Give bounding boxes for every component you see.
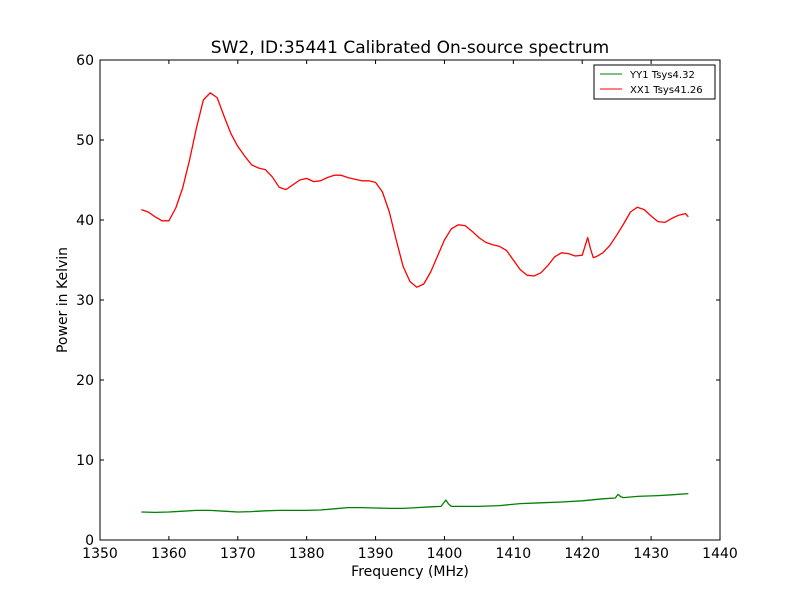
y-axis-label: Power in Kelvin [55,247,71,353]
x-tick-label: 1430 [633,546,669,562]
x-tick-label: 1400 [427,546,463,562]
y-tick-label: 50 [76,133,94,149]
x-tick-label: 1370 [220,546,256,562]
y-tick-label: 10 [76,453,94,469]
legend-label-yy1: YY1 Tsys4.32 [629,70,695,81]
series-line-yy1 [141,492,689,514]
chart-title: SW2, ID:35441 Calibrated On-source spect… [211,38,609,58]
x-tick-label: 1390 [358,546,394,562]
series-line-xx1 [141,92,689,288]
x-tick-label: 1380 [289,546,325,562]
y-tick-label: 30 [76,293,94,309]
y-tick-label: 20 [76,373,94,389]
legend-box [593,64,716,100]
axis-ticks: 1350 1360 1370 1380 1390 1400 1410 1420 1430 1440… [76,53,738,562]
x-axis-label: Frequency (MHz) [351,564,469,580]
x-tick-label: 1410 [496,546,532,562]
y-tick-label: 0 [85,533,94,549]
legend: YY1 Tsys4.32 XX1 Tsys41.26 [593,64,716,100]
y-tick-label: 40 [76,213,94,229]
x-tick-label: 1360 [151,546,187,562]
x-tick-label: 1440 [702,546,738,562]
plot-lines [141,92,689,514]
y-tick-label: 60 [76,53,94,69]
x-tick-label: 1420 [564,546,600,562]
x-tick-label: 1350 [82,546,118,562]
legend-label-xx1: XX1 Tsys41.26 [630,85,703,96]
